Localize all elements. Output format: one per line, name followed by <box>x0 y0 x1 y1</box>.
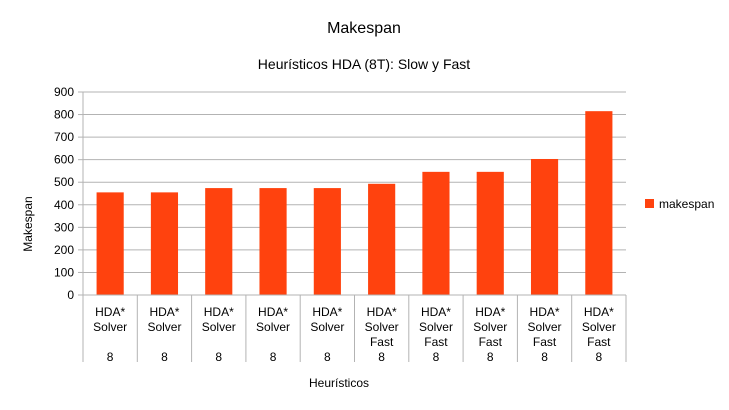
x-tick-label: HDA* Solver Fast 8 <box>365 305 399 364</box>
bar <box>530 158 559 295</box>
y-tick-label: 500 <box>54 175 74 189</box>
x-tick-label: HDA* Solver Fast 8 <box>582 305 616 364</box>
bar <box>585 111 613 295</box>
x-tick-label: HDA* Solver 8 <box>256 305 290 364</box>
x-tick-label: HDA* Solver Fast 8 <box>528 305 562 364</box>
bar <box>259 188 287 295</box>
x-tick-label: HDA* Solver Fast 8 <box>419 305 453 364</box>
bar <box>368 183 396 295</box>
x-tick-label: HDA* Solver 8 <box>147 305 181 364</box>
legend-swatch <box>645 199 654 208</box>
bar <box>313 188 341 295</box>
x-tick-label: HDA* Solver 8 <box>310 305 344 364</box>
y-tick-label: 0 <box>67 288 74 302</box>
y-tick-label: 200 <box>54 243 74 257</box>
x-tick-label: HDA* Solver 8 <box>202 305 236 364</box>
bars <box>96 111 613 295</box>
x-axis-ticks: HDA* Solver 8 HDA* Solver 8 HDA* Solver 8 HDA* Sol… <box>82 295 627 364</box>
bar <box>150 192 179 295</box>
legend-label: makespan <box>659 197 714 211</box>
y-tick-label: 900 <box>54 85 74 99</box>
bar <box>476 171 504 295</box>
bar <box>422 171 450 295</box>
x-axis-label: Heurísticos <box>309 376 369 390</box>
legend: makespan <box>645 197 714 211</box>
y-tick-label: 600 <box>54 153 74 167</box>
bar <box>205 188 233 295</box>
y-tick-label: 300 <box>54 220 74 234</box>
y-axis-label: Makespan <box>21 196 35 251</box>
x-tick-label: HDA* Solver Fast 8 <box>473 305 507 364</box>
bar <box>96 192 124 295</box>
chart-subtitle: Heurísticos HDA (8T): Slow y Fast <box>258 56 470 72</box>
y-axis-ticks: 0 100 200 300 400 500 600 700 800 900 <box>54 85 83 302</box>
chart-title: Makespan <box>327 20 401 37</box>
y-tick-label: 100 <box>54 265 74 279</box>
y-tick-label: 400 <box>54 198 74 212</box>
y-tick-label: 700 <box>54 130 74 144</box>
x-tick-label: HDA* Solver 8 <box>93 305 127 364</box>
y-tick-label: 800 <box>54 108 74 122</box>
